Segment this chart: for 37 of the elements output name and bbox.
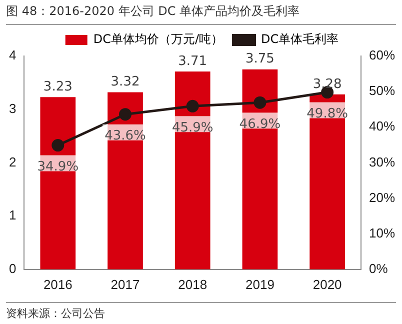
point <box>186 100 199 112</box>
legend-label: DC单体均价（万元/吨） <box>93 32 224 46</box>
y-tick-label: 4 <box>8 48 16 63</box>
data-label: 43.6% <box>104 128 146 144</box>
bar <box>174 71 210 270</box>
legend-label: DC单体毛利率 <box>261 32 339 46</box>
y2-tick-label: 50% <box>368 83 396 98</box>
y2-tick-label: 40% <box>368 118 396 134</box>
bar <box>40 97 76 270</box>
y-tick-label: 0 <box>8 260 16 276</box>
x-tick-label: 2018 <box>178 276 208 292</box>
data-label: 49.8% <box>306 106 348 122</box>
point <box>119 108 132 121</box>
point <box>52 139 64 152</box>
y2-tick-label: 60% <box>368 48 396 63</box>
data-label: 3.32 <box>110 74 140 90</box>
data-label: 3.71 <box>178 54 208 69</box>
y-tick-label: 3 <box>8 100 16 116</box>
y2-tick-label: 0% <box>368 260 388 276</box>
x-tick-label: 2016 <box>43 276 72 292</box>
chart-title: 图 48：2016-2020 年公司 DC 单体产品均价及毛利率 <box>6 3 396 25</box>
x-tick-label: 2017 <box>110 276 140 292</box>
x-tick-label: 2020 <box>312 276 342 292</box>
data-label: 46.9% <box>239 116 281 132</box>
x-tick-label: 2019 <box>245 276 274 292</box>
y2-tick-label: 10% <box>368 225 396 240</box>
point <box>254 96 266 109</box>
y-tick-label: 2 <box>8 154 16 170</box>
data-label: 3.75 <box>245 52 274 67</box>
data-label: 3.28 <box>312 76 342 92</box>
y-tick-label: 1 <box>8 208 16 223</box>
y2-tick-label: 30% <box>368 154 396 170</box>
y2-tick-label: 20% <box>368 190 396 205</box>
text: 资料来源：公司公告 <box>6 302 396 321</box>
data-label: 34.9% <box>37 160 79 175</box>
data-label: 3.23 <box>43 79 72 94</box>
data-label: 45.9% <box>172 120 214 136</box>
